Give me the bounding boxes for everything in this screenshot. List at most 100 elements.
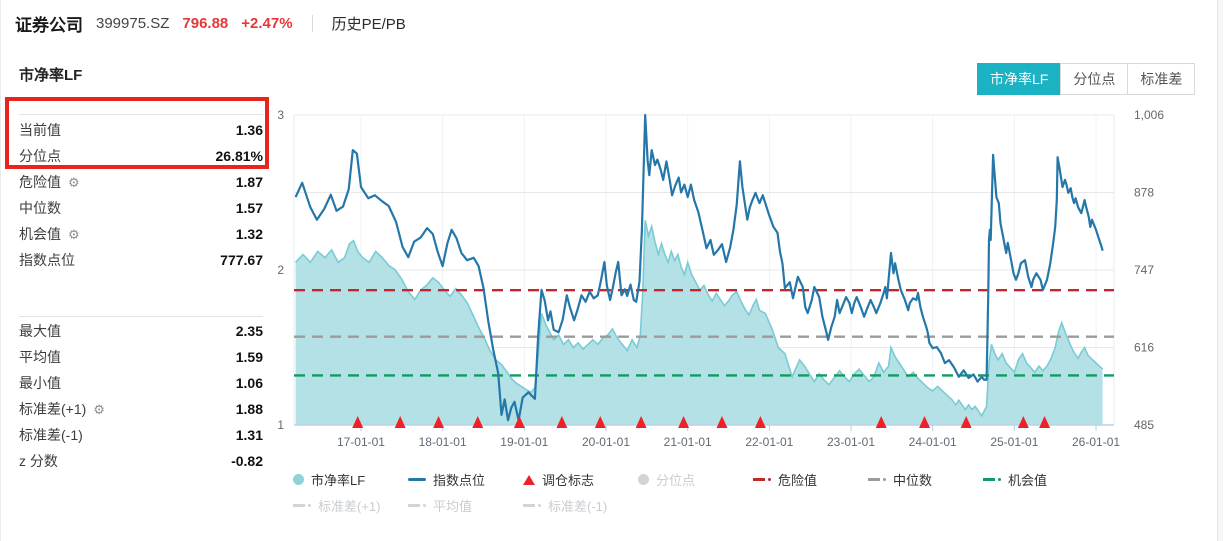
stat-value: 1.57: [235, 200, 263, 216]
stat-value: 1.32: [235, 226, 263, 242]
rebalance-marker-icon[interactable]: [513, 416, 525, 428]
legend-label: 市净率LF: [311, 473, 366, 488]
legend-label: 指数点位: [433, 473, 486, 488]
y-axis-right-label: 616: [1134, 341, 1154, 355]
dashdot-marker-icon: [868, 478, 886, 481]
rebalance-marker-icon[interactable]: [594, 416, 606, 428]
x-axis-label: 19-01-01: [500, 435, 548, 449]
header-divider: [311, 14, 313, 32]
legend-item-市净率LF[interactable]: 市净率LF: [293, 470, 408, 489]
x-axis-label: 17-01-01: [337, 435, 385, 449]
circle-marker-icon: [638, 474, 649, 485]
gear-icon[interactable]: ⚙: [93, 401, 105, 417]
stat-label: 中位数: [19, 200, 61, 216]
stat-label: 标准差(-1): [19, 427, 83, 443]
stat-value: -0.82: [231, 453, 263, 469]
legend-item-机会值[interactable]: 机会值: [983, 470, 1098, 489]
index-price: 796.88: [182, 14, 229, 32]
tab-分位点[interactable]: 分位点: [1060, 63, 1129, 95]
legend-row-2: 标准差(+1) 平均值 标准差(-1): [293, 496, 1153, 515]
legend-item-中位数[interactable]: 中位数: [868, 470, 983, 489]
index-name: 证券公司: [15, 15, 83, 35]
sidebar-stats-bottom: 最大值 2.35 平均值 1.59 最小值 1.06 标准差(+1) ⚙ 1.88 标准差(-1)…: [19, 318, 263, 474]
dashdot-marker-icon: [983, 478, 1001, 481]
pb-area-series[interactable]: [295, 220, 1103, 425]
x-axis-label: 22-01-01: [745, 435, 793, 449]
index-change-percent: +2.47%: [241, 14, 293, 32]
index-code: 399975.SZ: [96, 14, 170, 32]
legend-item-危险值[interactable]: 危险值: [753, 470, 868, 489]
legend-item-标准差(+1)[interactable]: 标准差(+1): [293, 496, 408, 515]
stat-label: 指数点位: [19, 252, 75, 268]
stat-bottom-row: 最大值 2.35: [19, 318, 263, 344]
legend-item-标准差(-1)[interactable]: 标准差(-1): [523, 496, 638, 515]
sidebar-title-pb-lf: 市净率LF: [19, 67, 83, 84]
rebalance-marker-icon[interactable]: [919, 416, 931, 428]
dashdot-marker-icon: [523, 504, 541, 507]
stat-value: 2.35: [235, 323, 263, 339]
gear-icon[interactable]: ⚙: [68, 174, 80, 190]
tab-标准差[interactable]: 标准差: [1127, 63, 1196, 95]
rebalance-marker-icon[interactable]: [352, 416, 364, 428]
y-axis-right-label: 485: [1134, 418, 1154, 432]
legend-label: 机会值: [1008, 473, 1048, 488]
stat-value: 1.31: [235, 427, 263, 443]
legend-label: 平均值: [433, 499, 473, 514]
pb-history-chart[interactable]: 17-01-01 18-01-01 19-01-01 20-01-01 21-01-01…: [256, 98, 1206, 465]
rebalance-marker-icon[interactable]: [754, 416, 766, 428]
x-axis-label: 24-01-01: [909, 435, 957, 449]
sidebar-divider-top: [19, 114, 263, 115]
rebalance-marker-icon[interactable]: [433, 416, 445, 428]
rebalance-marker-icon[interactable]: [875, 416, 887, 428]
stat-bottom-row: 标准差(-1) 1.31: [19, 422, 263, 448]
stat-top-row: 当前值 1.36: [19, 117, 263, 143]
menu-history-pe-pb[interactable]: 历史PE/PB: [331, 15, 406, 33]
stat-label: 最小值: [19, 375, 61, 391]
stat-label: 当前值: [19, 122, 61, 138]
legend-label: 标准差(+1): [318, 499, 381, 514]
stat-label: 标准差(+1): [19, 401, 87, 417]
legend-item-平均值[interactable]: 平均值: [408, 496, 523, 515]
stat-value: 1.88: [235, 401, 263, 417]
rebalance-marker-icon[interactable]: [635, 416, 647, 428]
rebalance-marker-icon[interactable]: [960, 416, 972, 428]
stat-bottom-row: z 分数 -0.82: [19, 448, 263, 474]
stat-label: 机会值: [19, 226, 61, 242]
rebalance-marker-icon[interactable]: [556, 416, 568, 428]
x-axis-label: 23-01-01: [827, 435, 875, 449]
rebalance-marker-icon[interactable]: [678, 416, 690, 428]
rebalance-marker-icon[interactable]: [1017, 416, 1029, 428]
dashdot-marker-icon: [753, 478, 771, 481]
legend-label: 危险值: [778, 473, 818, 488]
pb-area-outline: [295, 220, 1104, 418]
stat-value: 777.67: [220, 252, 263, 268]
scrollbar[interactable]: [1217, 0, 1223, 541]
stat-top-row: 机会值 ⚙ 1.32: [19, 221, 263, 247]
stat-value: 1.36: [235, 122, 263, 138]
header: 证券公司 399975.SZ 796.88 +2.47% 历史PE/PB: [1, 0, 1213, 46]
gear-icon[interactable]: ⚙: [68, 226, 80, 242]
index-line-series[interactable]: [294, 113, 1104, 422]
stat-bottom-row: 最小值 1.06: [19, 370, 263, 396]
rebalance-marker-icon[interactable]: [1039, 416, 1051, 428]
triangle-marker-icon: [523, 474, 535, 485]
stat-value: 1.87: [235, 174, 263, 190]
stat-bottom-row: 平均值 1.59: [19, 344, 263, 370]
stat-label: 危险值: [19, 174, 61, 190]
legend-label: 中位数: [893, 473, 933, 488]
dashdot-marker-icon: [293, 504, 311, 507]
rebalance-marker-icon[interactable]: [716, 416, 728, 428]
legend-item-调仓标志[interactable]: 调仓标志: [523, 470, 638, 489]
stat-top-row: 危险值 ⚙ 1.87: [19, 169, 263, 195]
legend-item-分位点[interactable]: 分位点: [638, 470, 753, 489]
rebalance-marker-icon[interactable]: [472, 416, 484, 428]
legend-label: 调仓标志: [542, 473, 595, 488]
x-axis-label: 20-01-01: [582, 435, 630, 449]
y-axis-right-label: 747: [1134, 263, 1154, 277]
legend-item-指数点位[interactable]: 指数点位: [408, 470, 523, 489]
x-axis-label: 21-01-01: [664, 435, 712, 449]
rebalance-marker-icon[interactable]: [394, 416, 406, 428]
x-axis-label: 26-01-01: [1072, 435, 1120, 449]
tab-市净率LF[interactable]: 市净率LF: [977, 63, 1062, 95]
